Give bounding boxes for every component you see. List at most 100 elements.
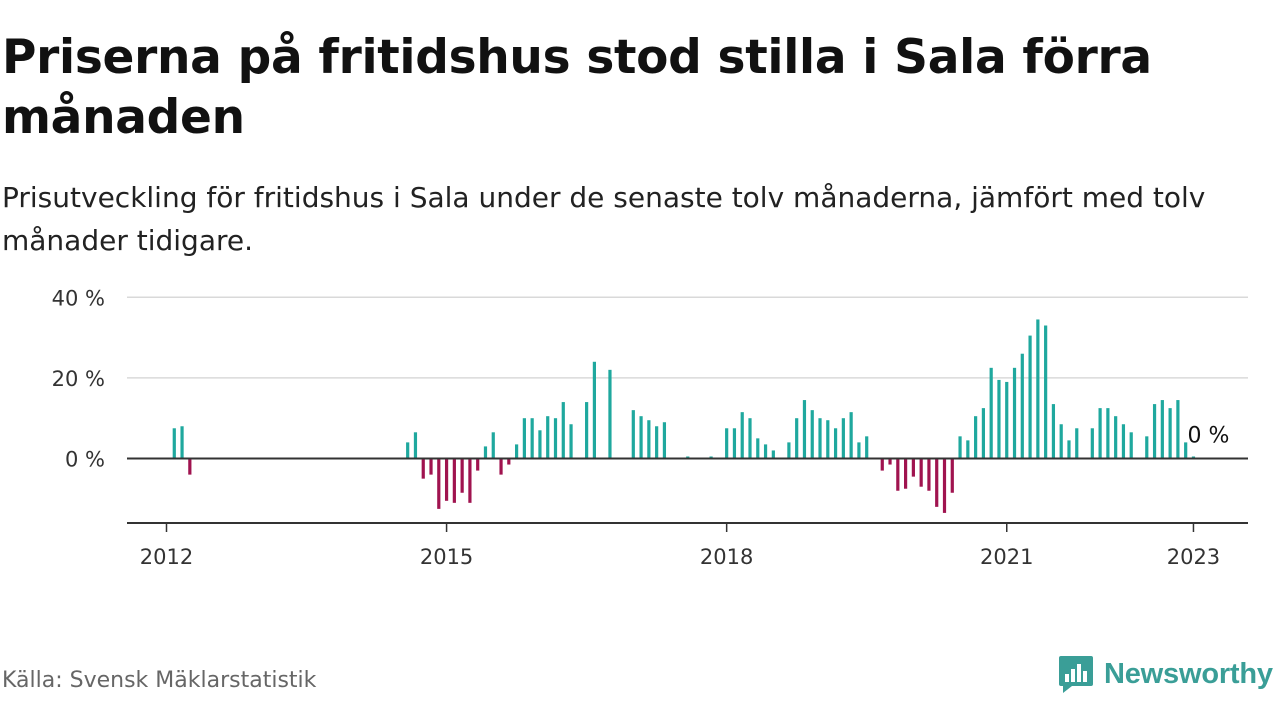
bar-2021-05 [1036, 319, 1040, 459]
bar-2020-05 [942, 458, 947, 513]
bar-2015-07 [491, 432, 495, 459]
bar-2017-05 [662, 422, 667, 459]
bar-2019-12 [904, 458, 908, 489]
bar-2022-09 [1160, 400, 1164, 459]
newsworthy-logo[interactable]: Newsworthy [1058, 652, 1273, 696]
x-axis-tick-labels: 2012 2015 2018 2021 2023 [140, 523, 1220, 569]
bar-2017-11 [709, 456, 713, 459]
bar-2014-09 [413, 432, 418, 459]
bar-2021-02 [1012, 367, 1017, 459]
x-tick-label: 2012 [140, 545, 193, 569]
y-axis-tick-labels: 0 % 20 % 40 % [52, 286, 105, 471]
bar-2019-09 [880, 458, 884, 471]
bar-2014-08 [406, 442, 410, 459]
bar-2017-03 [647, 420, 651, 459]
bar-2018-12 [810, 410, 814, 459]
latest-value-label: 0 % [1187, 423, 1229, 448]
bar-2018-05 [756, 438, 760, 459]
bar-2018-11 [802, 400, 807, 459]
bar-2020-04 [935, 458, 939, 507]
bar-2019-07 [865, 436, 869, 459]
bar-2019-11 [896, 458, 900, 491]
chart-subtitle: Prisutveckling för fritidshus i Sala und… [2, 181, 1206, 257]
source-note: Källa: Svensk Mäklarstatistik [2, 668, 317, 693]
bar-2016-02 [546, 416, 550, 459]
bar-2014-10 [421, 458, 425, 479]
x-tick-label: 2018 [700, 545, 753, 569]
bar-2019-02 [826, 420, 830, 459]
bar-2020-03 [927, 458, 931, 491]
y-tick-label: 0 % [65, 448, 105, 472]
bar-2015-08 [499, 458, 503, 475]
bar-2018-06 [763, 444, 768, 459]
y-tick-label: 20 % [52, 367, 105, 391]
bar-2015-11 [522, 418, 526, 459]
x-axis [127, 457, 1248, 524]
bar-2015-09 [507, 458, 511, 465]
bar-2021-01 [1005, 381, 1009, 459]
bar-2016-01 [538, 430, 542, 459]
bar-2017-08 [686, 456, 690, 459]
bar-2022-12 [1184, 442, 1188, 459]
bar-2022-11 [1176, 400, 1180, 459]
bar-2019-03 [833, 428, 838, 459]
bar-2017-01 [631, 410, 635, 459]
y-tick-label: 40 % [52, 286, 105, 310]
bar-2018-04 [748, 418, 752, 459]
bar-2020-11 [989, 367, 993, 459]
bar-2021-12 [1090, 428, 1094, 459]
bar-2021-10 [1075, 428, 1079, 459]
bar-2022-10 [1168, 408, 1172, 459]
chart-title: Priserna på fritidshus stod stilla i Sal… [2, 30, 1152, 145]
bar-2020-10 [981, 408, 985, 459]
bar-2016-08 [592, 361, 596, 459]
x-tick-label: 2023 [1167, 545, 1220, 569]
bar-2018-02 [732, 428, 737, 459]
bar-2018-10 [795, 418, 799, 459]
bar-2021-03 [1020, 353, 1024, 459]
bar-2020-06 [950, 458, 954, 493]
bar-2015-12 [530, 418, 534, 459]
bar-2020-09 [974, 416, 978, 459]
bar-2015-10 [515, 444, 519, 459]
bar-2018-07 [771, 450, 775, 459]
bar-2021-04 [1028, 335, 1032, 459]
bar-2019-05 [849, 412, 853, 459]
bar-2020-08 [966, 440, 970, 459]
bar-2023-01 [1191, 456, 1196, 459]
bar-2015-02 [452, 458, 456, 503]
bar-2020-12 [997, 379, 1001, 459]
bar-2020-07 [958, 436, 962, 459]
bar-2014-12 [437, 458, 441, 509]
bar-2014-11 [429, 458, 433, 475]
bar-2020-01 [911, 458, 915, 477]
bar-2021-08 [1059, 424, 1063, 459]
bar-2021-06 [1044, 325, 1048, 459]
newsworthy-logo-icon [1059, 656, 1093, 693]
bars [172, 319, 1196, 513]
bar-2018-03 [740, 412, 744, 459]
bar-2012-03 [180, 426, 184, 459]
bar-2022-07 [1145, 436, 1149, 459]
bar-2018-09 [787, 442, 791, 459]
bar-2022-01 [1098, 408, 1102, 459]
bar-2015-04 [468, 458, 472, 503]
bar-2015-03 [460, 458, 464, 493]
gridlines [127, 296, 1248, 379]
x-tick-label: 2021 [980, 545, 1033, 569]
bar-2015-05 [476, 458, 480, 471]
bar-2016-03 [553, 418, 558, 459]
bar-2020-02 [919, 458, 923, 487]
newsworthy-wordmark: Newsworthy [1104, 657, 1273, 690]
bar-chart: 0 % 20 % 40 % 2012 2015 2018 2021 2023 0 % [52, 286, 1248, 569]
bar-2017-02 [639, 416, 643, 459]
bar-2012-04 [188, 458, 192, 475]
bar-2019-10 [888, 458, 892, 465]
bar-2022-02 [1106, 408, 1110, 459]
bar-2021-07 [1051, 404, 1056, 459]
bar-2016-04 [561, 402, 565, 459]
bar-2019-01 [818, 418, 822, 459]
bar-2022-08 [1152, 404, 1157, 459]
bar-2016-05 [569, 424, 573, 459]
bar-2022-04 [1121, 424, 1126, 459]
